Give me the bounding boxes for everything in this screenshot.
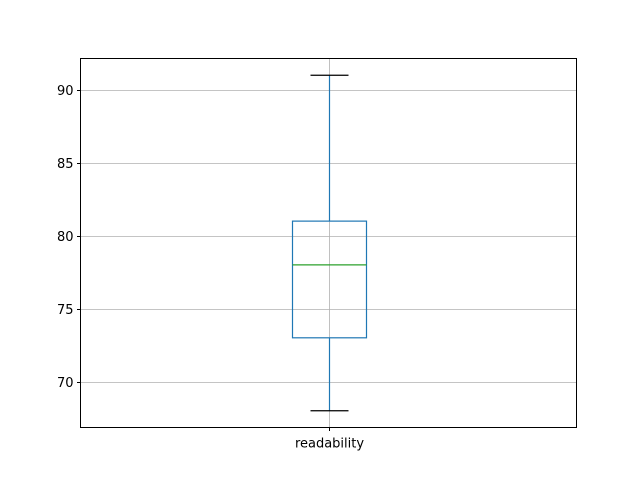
- tick-labels: 70 75 80 85 90 readability: [57, 84, 364, 452]
- y-tick-label: 70: [57, 376, 74, 391]
- box-marks: [291, 74, 368, 412]
- y-tick-label: 80: [57, 230, 74, 245]
- y-tick-label: 75: [57, 303, 74, 318]
- y-tick-label: 85: [57, 157, 74, 172]
- y-tick-label: 90: [57, 84, 74, 99]
- iqr-box: [291, 220, 368, 339]
- x-tick-label: readability: [295, 437, 364, 452]
- axes-frame: [80, 58, 577, 428]
